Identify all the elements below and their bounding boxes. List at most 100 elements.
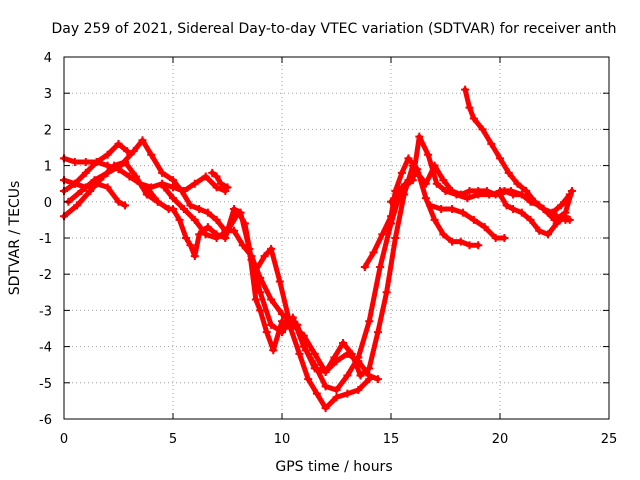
x-axis-label: GPS time / hours — [275, 459, 392, 475]
data-point — [465, 186, 474, 195]
data-point — [212, 183, 221, 192]
data-point — [247, 255, 256, 264]
data-point — [424, 150, 433, 159]
y-tick-label: -5 — [39, 377, 52, 392]
data-point — [262, 328, 271, 337]
series-track-4 — [60, 176, 130, 210]
data-point — [142, 183, 151, 192]
data-point — [201, 172, 210, 181]
data-point — [175, 215, 184, 224]
data-point — [179, 205, 188, 214]
data-point — [469, 215, 478, 224]
data-point — [500, 234, 509, 242]
data-point — [321, 404, 330, 413]
data-point — [234, 208, 243, 217]
data-point — [136, 179, 145, 188]
data-point — [295, 349, 304, 358]
data-point — [478, 125, 487, 134]
data-point — [439, 230, 448, 239]
data-point — [448, 205, 457, 214]
data-point — [522, 186, 531, 195]
data-point — [70, 157, 79, 166]
data-point — [230, 205, 239, 214]
data-point — [517, 190, 526, 199]
data-point — [114, 197, 123, 206]
data-point — [240, 219, 249, 228]
data-point — [550, 215, 559, 224]
data-point — [430, 215, 439, 224]
data-point — [400, 190, 409, 199]
data-point — [415, 132, 424, 141]
data-point — [343, 389, 352, 398]
data-point — [310, 349, 319, 358]
data-point — [463, 194, 472, 203]
data-point — [186, 201, 195, 210]
x-tick-label: 0 — [60, 432, 68, 447]
data-point — [208, 168, 217, 177]
data-point — [153, 197, 162, 206]
data-point — [387, 212, 395, 221]
series-track-8 — [251, 161, 417, 380]
data-point — [356, 371, 365, 380]
data-point — [369, 248, 378, 257]
data-point — [293, 320, 302, 329]
data-point — [90, 176, 99, 185]
series-line — [65, 137, 381, 382]
grid — [64, 57, 609, 419]
data-point — [491, 234, 500, 242]
data-point — [301, 346, 310, 355]
data-point — [517, 208, 526, 217]
y-tick-label: 2 — [44, 123, 52, 138]
data-point — [190, 252, 199, 261]
series-track-9 — [208, 168, 232, 192]
data-point — [376, 262, 385, 271]
y-tick-label: -6 — [39, 413, 52, 428]
data-point — [284, 313, 293, 322]
data-point — [286, 324, 295, 333]
data-point — [382, 288, 391, 297]
x-tick-label: 5 — [169, 432, 177, 447]
data-point — [147, 150, 156, 159]
data-point — [212, 234, 221, 242]
data-point — [343, 371, 352, 380]
data-point — [557, 201, 566, 210]
data-point — [360, 262, 369, 271]
data-point — [432, 179, 441, 188]
data-point — [354, 386, 363, 395]
data-point — [177, 186, 186, 195]
data-point — [373, 328, 382, 337]
data-point — [506, 186, 515, 195]
series-line — [253, 163, 416, 379]
data-point — [275, 277, 284, 286]
data-point — [251, 295, 260, 304]
y-tick-label: -2 — [39, 268, 52, 283]
data-point — [469, 114, 478, 123]
data-point — [543, 230, 552, 239]
data-point — [567, 186, 576, 195]
data-point — [216, 179, 225, 188]
x-tick-label: 15 — [383, 432, 400, 447]
data-point — [269, 346, 278, 355]
data-point — [186, 241, 195, 250]
data-point — [203, 208, 212, 217]
data-point — [474, 241, 483, 250]
x-tick-label: 10 — [274, 432, 291, 447]
data-point — [182, 234, 191, 242]
data-point — [485, 190, 494, 199]
data-point — [332, 386, 341, 395]
data-point — [441, 186, 450, 195]
data-point — [561, 208, 570, 217]
data-point — [238, 241, 247, 250]
data-point — [526, 215, 535, 224]
data-point — [70, 179, 79, 188]
data-point — [77, 186, 86, 195]
data-point — [474, 190, 483, 199]
data-point — [404, 154, 413, 163]
data-point — [365, 317, 374, 326]
series-line — [209, 170, 230, 190]
data-point — [421, 194, 430, 203]
data-point — [160, 183, 169, 192]
data-point — [502, 201, 511, 210]
data-point — [103, 161, 112, 170]
data-point — [456, 237, 465, 246]
